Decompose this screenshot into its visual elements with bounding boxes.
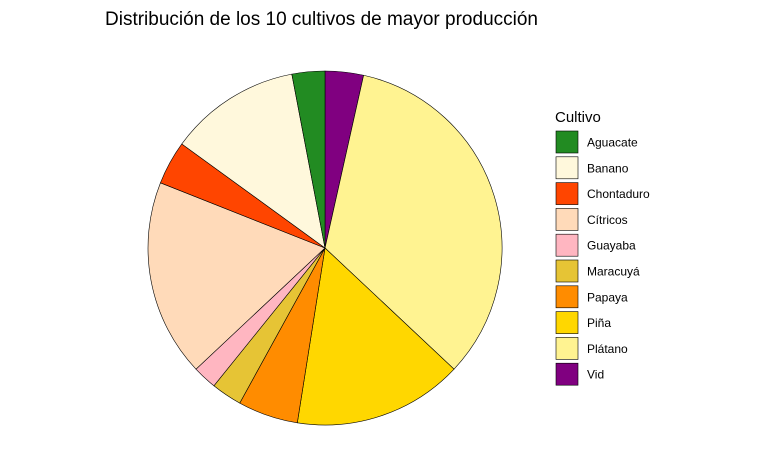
legend-key-chontaduro: [555, 182, 579, 205]
legend-key-banano: [555, 156, 579, 180]
legend-label-guayaba: Guayaba: [587, 239, 636, 253]
legend: Cultivo Aguacate Banano Chontaduro Cítricos…: [555, 109, 650, 386]
legend-label-pina: Piña: [587, 316, 611, 330]
legend-items: Aguacate Banano Chontaduro Cítricos Guayaba M…: [555, 130, 650, 386]
legend-label-banano: Banano: [587, 161, 629, 175]
legend-key-guayaba: [555, 233, 579, 257]
legend-label-citricos: Cítricos: [587, 213, 628, 227]
legend-label-aguacate: Aguacate: [587, 136, 638, 150]
legend-label-maracuya: Maracuyá: [587, 265, 640, 279]
pie-slice-banano: [181, 73, 326, 249]
pie-slice-citricos: [147, 182, 326, 370]
pie-slice-platano: [324, 74, 503, 370]
chart-title: Distribución de los 10 cultivos de mayor…: [105, 9, 538, 30]
legend-key-aguacate: [555, 130, 579, 154]
legend-key-platano: [555, 337, 579, 360]
legend-label-vid: Vid: [587, 368, 604, 382]
legend-title: Cultivo: [555, 109, 601, 126]
legend-key-papaya: [555, 285, 579, 309]
legend-key-pina: [555, 311, 579, 334]
legend-key-maracuya: [555, 259, 579, 283]
legend-label-chontaduro: Chontaduro: [587, 187, 650, 201]
legend-key-vid: [555, 362, 579, 386]
pie-slice-pina: [296, 247, 455, 426]
legend-key-citricos: [555, 208, 579, 231]
legend-label-platano: Plátano: [587, 342, 628, 356]
pie-slice-aguacate: [291, 70, 326, 249]
pie-slices: [147, 70, 503, 426]
legend-label-papaya: Papaya: [587, 290, 628, 304]
